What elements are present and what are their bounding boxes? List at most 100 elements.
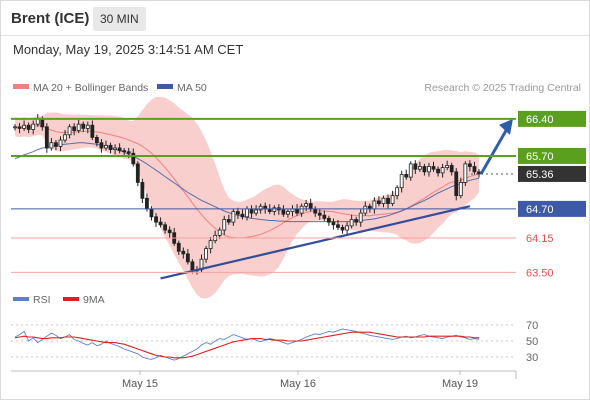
candle-body: [31, 123, 36, 130]
candle-body: [163, 224, 168, 231]
candle-body: [281, 209, 286, 215]
candle-body: [468, 163, 472, 167]
candle-body: [340, 227, 345, 231]
candle-body: [454, 171, 459, 197]
candle-body: [308, 203, 313, 210]
candle-body: [90, 124, 95, 138]
candle-body: [240, 213, 245, 218]
candle-body: [422, 166, 427, 173]
instrument-title: Brent (ICE): [11, 10, 90, 27]
candle-body: [226, 219, 231, 223]
candle-body: [322, 214, 327, 219]
candle-body: [440, 167, 445, 174]
price-tag-label-65-36: 65.36: [526, 169, 554, 181]
rsi-legend-label: RSI: [33, 294, 51, 306]
candle-body: [372, 200, 377, 210]
candle-body: [445, 165, 450, 168]
price-tag-label-65-70: 65.70: [526, 151, 554, 163]
candle-body: [463, 163, 468, 183]
ma20-legend-label: MA 20 + Bollinger Bands: [33, 82, 148, 94]
candle-body: [26, 124, 31, 130]
price-tag-label-66-40: 66.40: [526, 114, 554, 126]
x-axis: May 15 May 16 May 19: [122, 371, 478, 390]
copyright-label: Research © 2025 Trading Central: [424, 82, 581, 94]
candle-body: [99, 142, 104, 149]
candle-body: [22, 124, 26, 129]
candle-body: [81, 123, 86, 129]
candle-body: [363, 205, 368, 214]
candle-body: [63, 134, 67, 141]
candle-body: [204, 248, 208, 260]
candle-body: [185, 253, 190, 263]
candle-body: [58, 139, 63, 147]
candle-body: [395, 187, 400, 197]
candle-body: [181, 250, 186, 255]
rsi-plot: 70 50 30: [11, 320, 538, 364]
candle-body: [113, 147, 117, 150]
candle-body: [208, 240, 213, 249]
price-tag-66-40: [518, 110, 586, 127]
candle-body: [140, 182, 145, 199]
candle-body: [94, 137, 99, 144]
candle-body: [431, 166, 436, 170]
candle-body: [85, 124, 90, 129]
candle-body: [245, 208, 249, 218]
ma50-legend-swatch: [157, 84, 173, 89]
candle-body: [354, 219, 359, 223]
candle-body: [313, 208, 318, 214]
candle-body: [222, 219, 227, 231]
price-plot: [13, 97, 513, 299]
candle-body: [427, 166, 431, 173]
candle-body: [286, 211, 290, 215]
candle-body: [377, 200, 381, 204]
rsi-ma-legend-swatch: [63, 297, 79, 301]
candle-body: [272, 207, 277, 212]
candle-body: [167, 229, 172, 234]
rsi-ma-line: [14, 331, 479, 359]
candle-body: [381, 197, 386, 204]
candle-body: [326, 218, 331, 223]
candle-body: [108, 144, 113, 150]
candle-body: [67, 126, 72, 136]
candle-body: [49, 142, 54, 149]
candle-body: [304, 203, 309, 207]
timestamp: Monday, May 19, 2025 3:14:51 AM CET: [13, 42, 244, 57]
candle-body: [413, 163, 418, 170]
rsi-tick-label: 30: [526, 352, 538, 364]
level-lines: 66.40 65.70 65.36 64.70 64.15 63.50: [11, 110, 586, 279]
candle-body: [249, 208, 254, 214]
candle-body: [254, 209, 258, 214]
rsi-tick-label: 50: [526, 336, 538, 348]
x-tick-label: May 16: [280, 378, 316, 390]
candle-body: [135, 163, 140, 183]
candle-body: [349, 219, 354, 227]
candle-body: [76, 123, 81, 131]
candle-body: [17, 126, 22, 129]
candle-body: [258, 205, 263, 211]
candle-body: [44, 126, 49, 149]
candle-body: [13, 126, 17, 129]
candle-body: [417, 166, 422, 170]
candle-body: [436, 168, 440, 174]
candle-body: [236, 211, 240, 215]
candle-body: [336, 224, 340, 228]
candle-body: [345, 225, 349, 231]
price-tag-65-70: [518, 147, 586, 164]
price-tag-label-64-15: 64.15: [526, 233, 554, 245]
candle-body: [408, 163, 413, 178]
candle-body: [317, 212, 322, 216]
price-tag-65-36: [518, 165, 586, 182]
candle-body: [295, 208, 299, 214]
candle-body: [40, 118, 45, 128]
candle-body: [217, 229, 222, 236]
bollinger-band: [15, 97, 479, 299]
timeframe-badge[interactable]: 30 MIN: [93, 7, 146, 31]
candle-body: [231, 211, 236, 223]
support-trendline: [160, 205, 471, 280]
rsi-legend-swatch: [13, 297, 29, 301]
ma20-legend-swatch: [13, 84, 29, 89]
price-tag-64-70: [518, 200, 586, 217]
candle-body: [404, 174, 409, 178]
candle-body: [176, 242, 181, 252]
